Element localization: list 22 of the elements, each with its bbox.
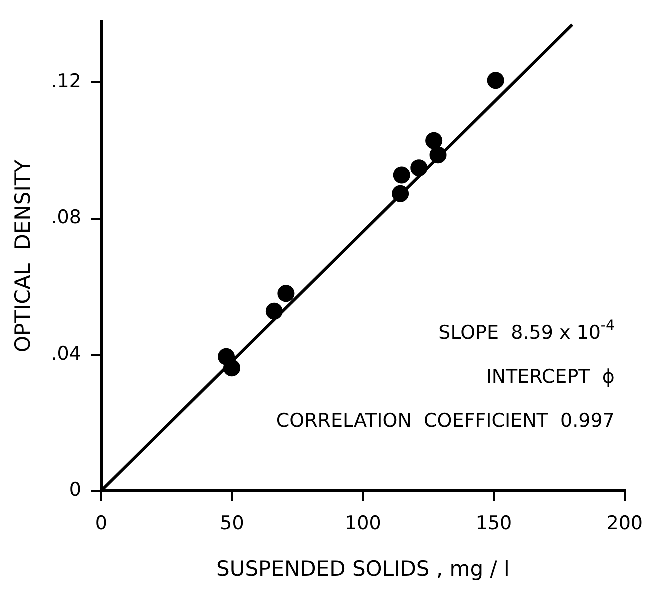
annotation: INTERCEPT ϕ bbox=[486, 366, 615, 388]
annotation: CORRELATION COEFFICIENT 0.997 bbox=[276, 410, 615, 432]
y-tick-label: .12 bbox=[51, 70, 82, 93]
point bbox=[392, 185, 410, 202]
point bbox=[430, 146, 447, 164]
point bbox=[278, 285, 295, 302]
y-tick-label: .04 bbox=[51, 342, 82, 365]
x-tick-label: 0 bbox=[95, 512, 108, 534]
point bbox=[410, 160, 428, 177]
point bbox=[266, 302, 283, 320]
x-axis-title: SUSPENDED SOLIDS , mg / l bbox=[216, 556, 510, 581]
x-tick-label: 150 bbox=[476, 512, 512, 534]
y-axis-title: OPTICAL DENSITY bbox=[11, 160, 36, 353]
y-tick-label: .08 bbox=[51, 206, 82, 229]
point bbox=[393, 166, 410, 184]
x-tick-label: 50 bbox=[220, 512, 244, 534]
x-tick-label: 200 bbox=[606, 512, 643, 534]
point bbox=[426, 132, 443, 150]
x-tick-label: 100 bbox=[345, 512, 382, 534]
point bbox=[487, 72, 504, 90]
y-tick-label: 0 bbox=[69, 478, 82, 501]
point bbox=[224, 360, 241, 377]
